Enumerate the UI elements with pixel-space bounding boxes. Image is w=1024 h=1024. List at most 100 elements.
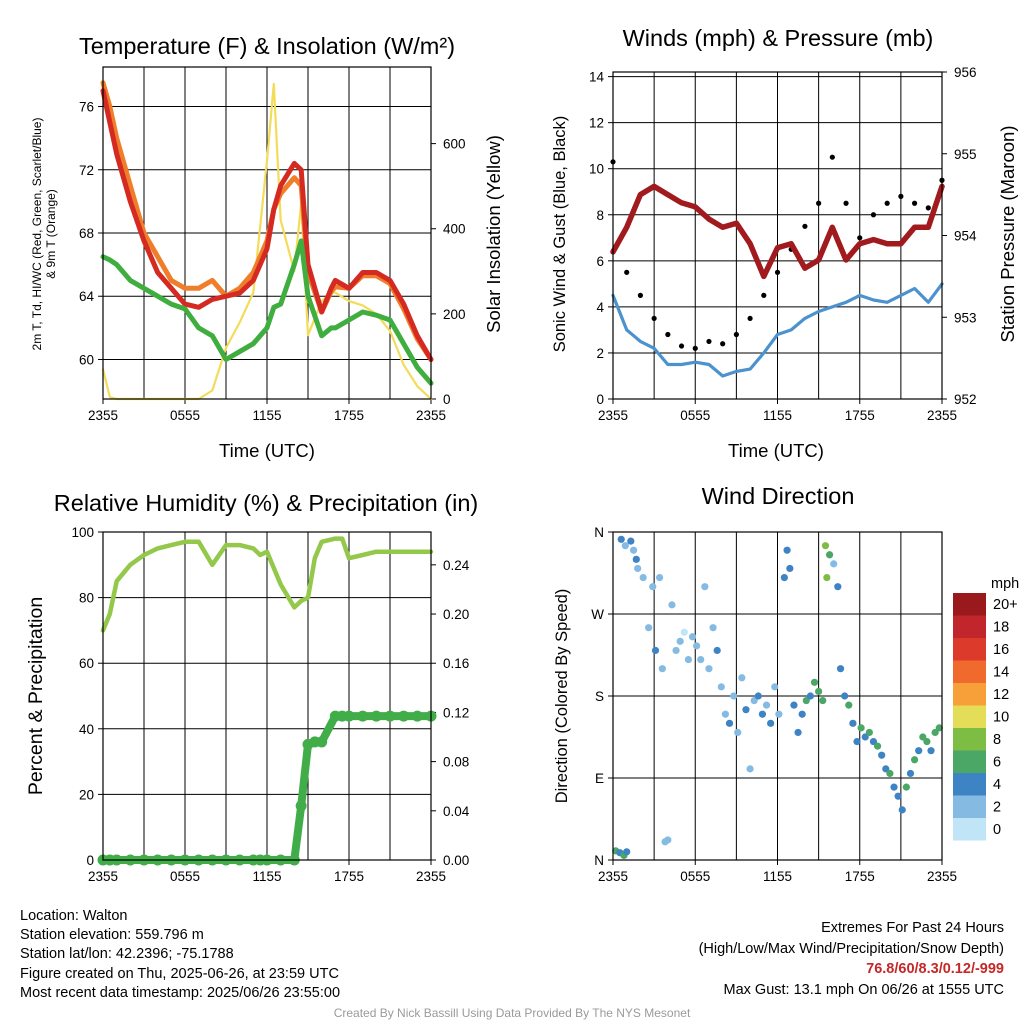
direction-point: [649, 583, 657, 591]
dir-x-tick-label: 1155: [763, 869, 792, 884]
hum-y-tick-label: 60: [79, 656, 94, 671]
direction-point: [798, 710, 806, 718]
direction-point: [790, 701, 798, 709]
direction-point: [815, 687, 823, 696]
wind-y2-tick-label: 955: [954, 147, 977, 162]
direction-point: [902, 783, 910, 791]
gust-point: [678, 343, 685, 349]
hum-x-tick-label: 2355: [416, 869, 446, 884]
wind-y-tick-label: 14: [589, 70, 605, 85]
colorbar-label: 20+: [993, 597, 1018, 613]
direction-point: [758, 710, 767, 718]
wind-y-tick-label: 0: [596, 392, 604, 407]
dir-frame: [612, 531, 943, 861]
direction-point: [627, 537, 635, 545]
direction-point: [834, 583, 842, 591]
gust-point: [692, 345, 698, 351]
direction-point: [742, 706, 750, 714]
dir-y-tick-label: N: [594, 525, 604, 540]
colorbar-swatch: [953, 728, 986, 751]
direction-point: [632, 555, 640, 563]
gust-point: [843, 200, 849, 206]
direction-point: [705, 665, 713, 673]
direction-point: [923, 737, 931, 746]
direction-point: [819, 696, 827, 705]
colorbar-label: 12: [993, 687, 1009, 703]
created-text: Figure created on Thu, 2025-06-26, at 23…: [20, 965, 339, 982]
precip-point: [316, 736, 328, 748]
hum-x-tick-label: 0555: [170, 869, 200, 884]
precip-point: [343, 710, 355, 722]
temp-x-tick-label: 0555: [170, 408, 200, 423]
direction-point: [927, 747, 935, 755]
dir-y-tick-label: E: [595, 771, 604, 786]
precip-point: [411, 710, 423, 722]
hum-y-tick-label: 0: [86, 853, 94, 868]
hum-y-tick-label: 80: [79, 591, 94, 606]
colorbar-swatch: [953, 750, 986, 773]
dir-y-tick-label: S: [595, 689, 604, 704]
hum-frame: [102, 531, 432, 861]
wind-y-tick-label: 4: [596, 300, 604, 315]
colorbar-swatch: [953, 818, 986, 841]
humidity-left-label: Percent & Precipitation: [25, 597, 47, 795]
temp-y-tick-label: 60: [79, 352, 94, 367]
direction-point: [771, 683, 779, 691]
wind-x-label: Time (UTC): [728, 440, 824, 461]
temp-series-2: [100, 238, 434, 386]
direction-point: [713, 646, 721, 655]
direction-point: [701, 583, 709, 591]
precip-point: [357, 710, 369, 722]
temp-series-0: [100, 88, 434, 362]
temperature-x-label: Time (UTC): [219, 440, 315, 461]
direction-point: [767, 719, 775, 727]
dir-x-tick-label: 0555: [680, 869, 710, 884]
gust-point: [733, 331, 739, 338]
direction-point: [853, 737, 861, 746]
humidity-title: Relative Humidity (%) & Precipitation (i…: [54, 490, 478, 516]
direction-point: [865, 728, 873, 737]
gust-point: [816, 200, 822, 206]
temp-y2-tick-label: 600: [443, 137, 466, 152]
gust-point: [624, 269, 630, 275]
temp-y-tick-label: 76: [79, 100, 94, 115]
wind-y-tick-label: 6: [596, 254, 604, 269]
colorbar-label: 6: [993, 755, 1001, 771]
rh-line: [100, 536, 434, 633]
direction-point: [725, 719, 734, 727]
direction-point: [898, 806, 906, 814]
colorbar-label: 14: [993, 665, 1009, 681]
gust-point: [802, 223, 808, 229]
hum-y2-tick-label: 0.12: [443, 705, 469, 720]
colorbar-label: 8: [993, 732, 1001, 748]
colorbar-swatch: [953, 683, 986, 706]
direction-point: [658, 665, 666, 673]
colorbar-swatch: [953, 660, 986, 683]
gust-point: [637, 292, 644, 298]
wind-y2-tick-label: 956: [954, 65, 977, 80]
hum-x-tick-label: 1155: [252, 869, 281, 884]
direction-point: [697, 655, 705, 664]
hum-y2-tick-label: 0.24: [443, 558, 470, 573]
direction-point: [629, 546, 638, 554]
hum-y2-tick-label: 0.08: [443, 755, 469, 770]
svg-text:2m T, Td, HI/WC (Red, Green, S: 2m T, Td, HI/WC (Red, Green, Scarlet/Blu…: [30, 118, 44, 351]
wind-left-label: Sonic Wind & Gust (Blue, Black): [551, 116, 569, 353]
temp-y2-tick-label: 400: [443, 222, 466, 237]
direction-point: [830, 560, 838, 568]
temperature-right-label: Solar Insolation (Yellow): [483, 135, 504, 333]
direction-point: [693, 642, 701, 650]
hum-y-tick-label: 100: [71, 525, 94, 540]
wind-y-tick-label: 2: [596, 346, 604, 361]
gust-point: [651, 315, 657, 322]
colorbar-label: 4: [993, 777, 1001, 793]
direction-point: [754, 692, 762, 700]
gust-point: [884, 200, 890, 206]
temp-y-tick-label: 64: [79, 289, 95, 304]
wind-title: Winds (mph) & Pressure (mb): [623, 25, 934, 51]
elevation-text: Station elevation: 559.796 m: [20, 927, 204, 944]
location-text: Location: Walton: [20, 908, 128, 924]
temp-y2-tick-label: 200: [443, 307, 466, 322]
direction-point: [668, 601, 676, 609]
direction-point: [656, 573, 664, 582]
